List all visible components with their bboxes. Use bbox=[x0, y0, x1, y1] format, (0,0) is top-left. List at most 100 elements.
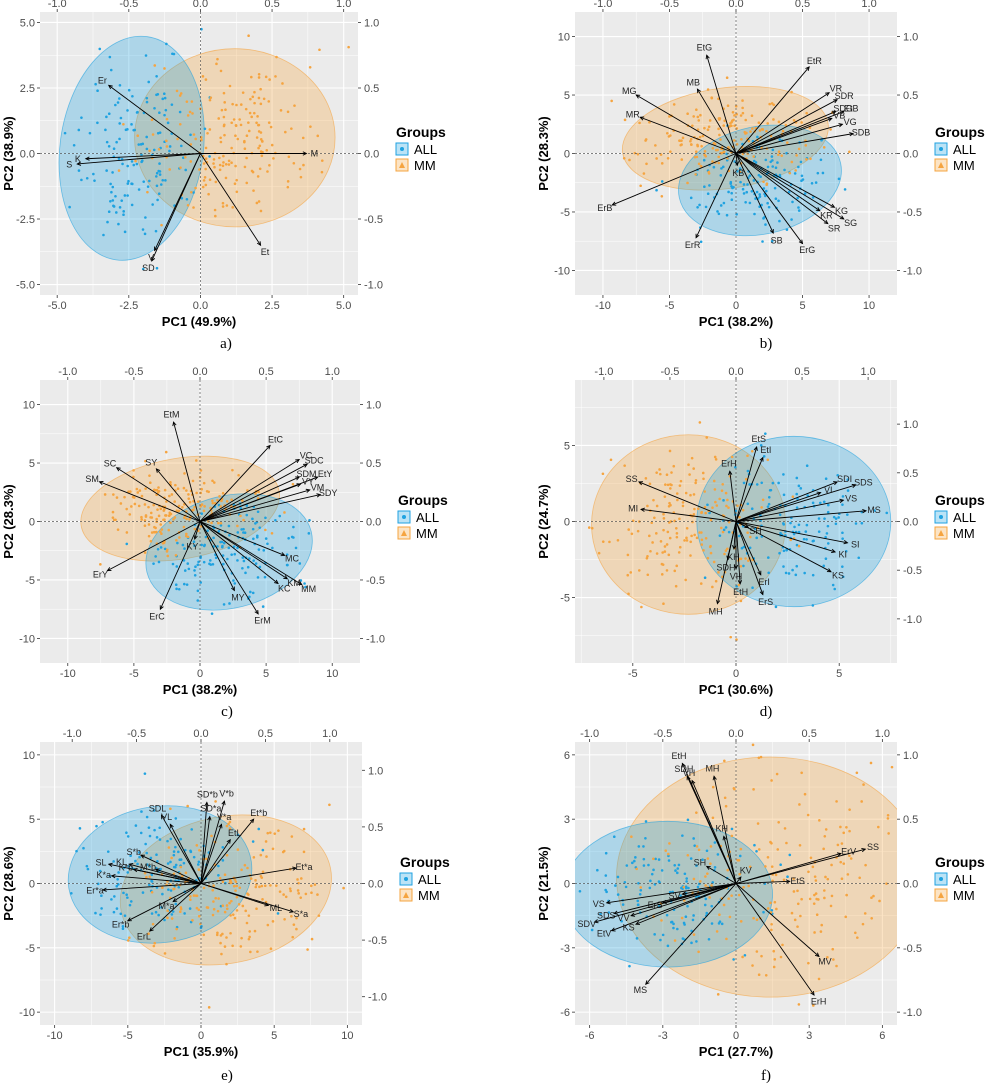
loading-vectors: EtSEtIErHSSSDISDSVIVSMSMISHSIKISDHKHVHEr… bbox=[626, 434, 881, 616]
right-tick-label: -1.0 bbox=[903, 1007, 922, 1019]
observation-point bbox=[655, 157, 658, 160]
loading-arrow bbox=[200, 802, 208, 884]
loading-arrow-head bbox=[810, 990, 815, 996]
observation-point bbox=[747, 139, 751, 143]
loading-arrow bbox=[199, 521, 279, 584]
observation-point bbox=[236, 524, 239, 528]
observation-point bbox=[664, 483, 667, 486]
observation-point bbox=[706, 872, 709, 875]
observation-point bbox=[126, 182, 130, 185]
observation-point bbox=[776, 848, 780, 851]
observation-point bbox=[308, 66, 312, 69]
observation-point bbox=[261, 897, 264, 901]
observation-point bbox=[281, 82, 284, 85]
observation-point bbox=[717, 127, 720, 131]
observation-point bbox=[216, 57, 219, 61]
observation-point bbox=[766, 122, 769, 125]
observation-point bbox=[669, 134, 672, 137]
observation-point bbox=[774, 605, 778, 609]
observation-point bbox=[698, 882, 701, 886]
observation-point bbox=[228, 901, 231, 905]
loading-arrow bbox=[606, 883, 737, 904]
observation-point bbox=[718, 913, 721, 916]
loading-label: EtL bbox=[228, 828, 242, 838]
observation-point bbox=[252, 111, 256, 115]
observation-point bbox=[717, 571, 720, 574]
observation-point bbox=[635, 867, 638, 871]
loading-arrow-head bbox=[611, 201, 617, 206]
observation-point bbox=[694, 150, 698, 153]
observation-point bbox=[128, 903, 132, 907]
observation-point bbox=[685, 880, 688, 883]
observation-point bbox=[92, 172, 95, 176]
observation-point bbox=[767, 496, 771, 499]
observation-point bbox=[270, 531, 274, 535]
observation-point bbox=[145, 147, 149, 151]
loading-arrow-head bbox=[757, 570, 762, 576]
right-tick-label: -0.5 bbox=[366, 575, 385, 587]
observation-point bbox=[703, 126, 706, 130]
x-axis-title: PC1 (49.9%) bbox=[162, 314, 236, 329]
observation-point bbox=[841, 503, 844, 506]
observation-point bbox=[679, 894, 682, 897]
observation-point bbox=[698, 135, 702, 139]
observation-point bbox=[700, 531, 703, 534]
loading-arrow-head bbox=[638, 481, 644, 486]
observation-point bbox=[256, 576, 260, 579]
observation-point bbox=[140, 160, 143, 164]
observation-point bbox=[196, 500, 200, 503]
observation-point bbox=[273, 832, 277, 835]
observation-point bbox=[685, 877, 689, 880]
loading-label: SC bbox=[104, 458, 117, 468]
observation-point bbox=[636, 899, 640, 903]
loading-arrow bbox=[85, 153, 201, 160]
observation-point bbox=[742, 192, 746, 195]
observation-point bbox=[834, 517, 838, 520]
observation-point bbox=[781, 522, 785, 525]
observation-point bbox=[248, 935, 251, 939]
observation-point bbox=[770, 909, 774, 912]
observation-point bbox=[206, 131, 209, 135]
loading-arrow-head bbox=[593, 919, 599, 924]
loading-label: MG bbox=[622, 86, 637, 96]
observation-point bbox=[166, 554, 170, 558]
observation-point bbox=[725, 158, 729, 162]
observation-point bbox=[746, 469, 750, 473]
observation-point bbox=[157, 514, 161, 518]
loading-arrow bbox=[640, 508, 737, 522]
observation-point bbox=[310, 937, 314, 941]
top-tick-label: 0.5 bbox=[802, 728, 817, 740]
observation-point bbox=[777, 821, 780, 824]
observation-point bbox=[822, 564, 826, 568]
legend-key-all-point bbox=[939, 877, 943, 881]
observation-point bbox=[182, 525, 186, 529]
observation-point bbox=[710, 884, 713, 887]
top-tick-label: 0.5 bbox=[258, 728, 273, 740]
observation-point bbox=[189, 849, 192, 853]
loading-arrow-head bbox=[101, 887, 107, 892]
observation-point bbox=[708, 184, 711, 187]
observation-point bbox=[682, 885, 686, 889]
observation-point bbox=[721, 530, 725, 534]
observation-point bbox=[814, 879, 818, 882]
observation-point bbox=[212, 536, 215, 540]
observation-point bbox=[207, 192, 210, 196]
axis-top: -1.0 -0.5 0.0 0.5 1.0 bbox=[593, 0, 877, 12]
observation-point bbox=[164, 514, 167, 517]
right-tick-label: 0.5 bbox=[903, 90, 918, 102]
x-tick-label: 0 bbox=[733, 1030, 739, 1042]
loading-arrow bbox=[199, 483, 301, 522]
observation-point bbox=[202, 886, 206, 890]
observation-point bbox=[841, 565, 844, 568]
loading-label: SDS bbox=[597, 910, 616, 920]
observation-point bbox=[659, 540, 663, 543]
x-tick-label: 0 bbox=[198, 1030, 204, 1042]
observation-point bbox=[764, 223, 767, 226]
observation-point bbox=[733, 124, 736, 127]
observation-point bbox=[245, 181, 249, 185]
observation-point bbox=[202, 162, 206, 165]
loading-arrow-head bbox=[316, 493, 322, 498]
observation-point bbox=[257, 76, 261, 79]
